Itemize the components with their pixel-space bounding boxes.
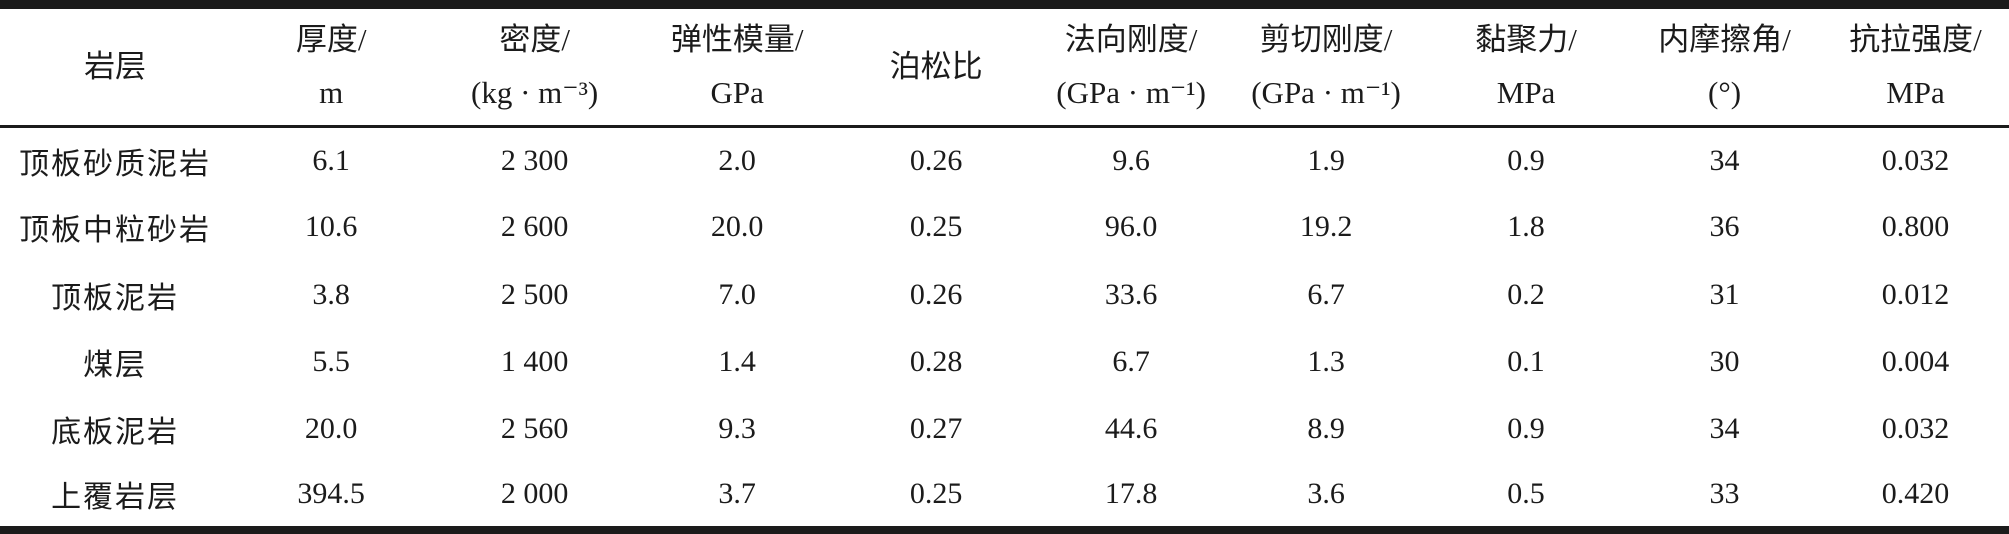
cell-density: 2 000 [500,477,569,511]
cell-elastic-modulus: 3.7 [718,477,756,511]
cell-cohesion: 0.9 [1507,412,1545,446]
cell-elastic-modulus: 7.0 [718,277,756,311]
column-header-tensile-strength: 抗拉强度/ MPa [1822,5,2009,127]
header-unit: (°) [1708,75,1742,110]
cell-normal-stiffness: 6.7 [1112,344,1150,378]
table-body: 顶板砂质泥岩 6.1 2 300 2.0 0.26 9.6 1.9 0.9 34… [0,127,2009,531]
header-label: 弹性模量/ [670,22,804,58]
header-unit: m [319,75,344,110]
cell-normal-stiffness: 17.8 [1104,477,1158,511]
column-header-elastic-modulus: 弹性模量/ GPa [637,5,837,127]
cell-thickness: 5.5 [312,344,350,378]
cell-poisson-ratio: 0.26 [909,143,963,177]
header-row: 岩层 厚度/ m 密度/ (kg · m⁻³) 弹性模量/ [0,5,2009,127]
cell-elastic-modulus: 2.0 [718,143,756,177]
cell-thickness: 20.0 [304,412,358,446]
cell-density: 2 300 [500,143,569,177]
cell-normal-stiffness: 33.6 [1104,277,1158,311]
cell-cohesion: 0.5 [1507,477,1545,511]
cell-normal-stiffness: 44.6 [1104,412,1158,446]
cell-thickness: 394.5 [297,477,365,511]
header-label: 泊松比 [889,48,983,84]
row-label: 顶板泥岩 [51,281,180,315]
header-label: 法向刚度/ [1064,22,1198,58]
column-header-shear-stiffness: 剪切刚度/ (GPa · m⁻¹) [1227,5,1425,127]
column-header-cohesion: 黏聚力/ MPa [1425,5,1627,127]
table-row: 煤层 5.5 1 400 1.4 0.28 6.7 1.3 0.1 30 0.0… [0,328,2009,395]
cell-internal-friction-angle: 36 [1709,210,1740,244]
table-row: 上覆岩层 394.5 2 000 3.7 0.25 17.8 3.6 0.5 3… [0,463,2009,530]
cell-shear-stiffness: 1.3 [1307,344,1345,378]
cell-internal-friction-angle: 34 [1709,143,1740,177]
cell-cohesion: 0.2 [1507,277,1545,311]
header-label: 内摩擦角/ [1658,22,1791,58]
table-row: 顶板中粒砂岩 10.6 2 600 20.0 0.25 96.0 19.2 1.… [0,194,2009,261]
table-row: 顶板砂质泥岩 6.1 2 300 2.0 0.26 9.6 1.9 0.9 34… [0,127,2009,194]
cell-elastic-modulus: 1.4 [718,344,756,378]
column-header-density: 密度/ (kg · m⁻³) [432,5,637,127]
cell-internal-friction-angle: 34 [1709,412,1740,446]
row-label: 顶板砂质泥岩 [19,147,212,181]
column-header-normal-stiffness: 法向刚度/ (GPa · m⁻¹) [1035,5,1227,127]
header-unit: (GPa · m⁻¹) [1251,75,1401,110]
column-header-poisson-ratio: 泊松比 [837,5,1035,127]
cell-cohesion: 0.1 [1507,344,1545,378]
cell-internal-friction-angle: 33 [1709,477,1740,511]
cell-density: 2 500 [500,277,569,311]
header-unit: MPa [1496,75,1556,110]
table-header: 岩层 厚度/ m 密度/ (kg · m⁻³) 弹性模量/ [0,5,2009,127]
header-label: 密度/ [499,22,570,58]
row-label: 底板泥岩 [51,416,180,450]
header-label: 抗拉强度/ [1849,22,1982,58]
cell-tensile-strength: 0.004 [1881,344,1950,378]
cell-density: 2 600 [500,210,569,244]
table-row: 底板泥岩 20.0 2 560 9.3 0.27 44.6 8.9 0.9 34… [0,396,2009,463]
cell-poisson-ratio: 0.26 [909,277,963,311]
cell-elastic-modulus: 20.0 [710,210,764,244]
cell-thickness: 6.1 [312,143,350,177]
cell-shear-stiffness: 6.7 [1307,277,1345,311]
cell-density: 2 560 [500,412,569,446]
cell-cohesion: 1.8 [1507,210,1545,244]
header-unit: GPa [710,75,764,110]
cell-shear-stiffness: 19.2 [1299,210,1353,244]
header-unit: (kg · m⁻³) [471,75,599,110]
row-label: 上覆岩层 [51,481,180,515]
cell-tensile-strength: 0.012 [1881,277,1950,311]
cell-elastic-modulus: 9.3 [718,412,756,446]
header-label: 厚度/ [295,22,367,58]
cell-internal-friction-angle: 31 [1709,277,1740,311]
cell-normal-stiffness: 96.0 [1104,210,1158,244]
header-unit: MPa [1886,75,1945,110]
cell-poisson-ratio: 0.27 [909,412,963,446]
cell-tensile-strength: 0.032 [1881,143,1950,177]
header-label: 剪切刚度/ [1259,22,1393,58]
cell-density: 1 400 [500,344,569,378]
header-unit: (GPa · m⁻¹) [1056,75,1206,110]
row-label: 顶板中粒砂岩 [19,214,212,248]
row-label: 煤层 [83,348,148,382]
cell-cohesion: 0.9 [1507,143,1545,177]
cell-shear-stiffness: 3.6 [1307,477,1345,511]
cell-tensile-strength: 0.032 [1881,412,1950,446]
header-label: 黏聚力/ [1475,22,1577,58]
cell-normal-stiffness: 9.6 [1112,143,1150,177]
cell-poisson-ratio: 0.25 [909,477,963,511]
cell-tensile-strength: 0.800 [1881,210,1950,244]
cell-thickness: 3.8 [312,277,350,311]
column-header-rock-layer: 岩层 [0,5,230,127]
cell-thickness: 10.6 [304,210,358,244]
cell-poisson-ratio: 0.25 [909,210,963,244]
cell-shear-stiffness: 1.9 [1307,143,1345,177]
cell-tensile-strength: 0.420 [1881,477,1950,511]
header-label: 岩层 [84,48,147,84]
cell-poisson-ratio: 0.28 [909,344,963,378]
cell-internal-friction-angle: 30 [1709,344,1740,378]
table-row: 顶板泥岩 3.8 2 500 7.0 0.26 33.6 6.7 0.2 31 … [0,261,2009,328]
column-header-thickness: 厚度/ m [230,5,432,127]
column-header-internal-friction-angle: 内摩擦角/ (°) [1627,5,1822,127]
cell-shear-stiffness: 8.9 [1307,412,1345,446]
